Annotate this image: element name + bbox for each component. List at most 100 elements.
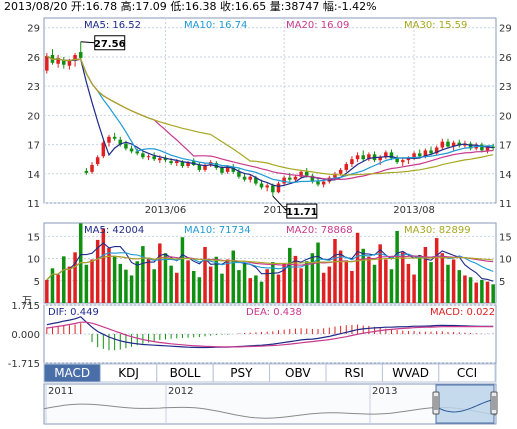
volume-bar (338, 250, 343, 303)
volume-bar (389, 269, 394, 303)
candle-body (417, 153, 422, 157)
volume-bar (242, 263, 247, 303)
price-tick-left: 23 (27, 82, 40, 93)
candle-body (355, 155, 360, 160)
tab-label[interactable]: KDJ (118, 366, 139, 380)
candle-body (344, 164, 349, 170)
candle-body (480, 144, 484, 151)
tab-label[interactable]: MACD (54, 366, 90, 380)
candle-body (163, 158, 168, 161)
overview-year-label: 2011 (48, 386, 73, 397)
price-tick-right: 11 (499, 199, 512, 210)
volume-bar (276, 274, 281, 303)
price-tick-right: 29 (499, 24, 512, 35)
candle-body (118, 139, 123, 145)
volume-bar (90, 259, 94, 303)
candle-body (248, 176, 252, 180)
candle-body (451, 142, 456, 147)
candle-body (152, 156, 156, 160)
candle-body (304, 171, 309, 176)
volume-bar (282, 263, 286, 303)
volume-bar (158, 243, 162, 303)
candle-body (146, 156, 151, 158)
candle-body (321, 181, 326, 185)
price-date-label: 2013/07 (263, 205, 305, 216)
tab-label[interactable]: CCI (457, 366, 477, 380)
candle-body (95, 157, 100, 165)
candle-body (485, 147, 490, 151)
volume-tick-right: 10 (499, 255, 512, 266)
tab-label[interactable]: PSY (230, 366, 253, 380)
candle-body (434, 147, 439, 154)
price-tick-left: 17 (27, 141, 40, 152)
volume-bar (225, 259, 230, 303)
candle-body (423, 150, 428, 157)
candle-body (73, 55, 77, 61)
candle-body (338, 169, 343, 174)
tab-label[interactable]: RSI (344, 366, 364, 380)
volume-bar (259, 281, 264, 303)
volume-bar (446, 264, 450, 303)
price-tick-left: 26 (27, 53, 40, 64)
tab-label[interactable]: OBV (285, 366, 311, 380)
volume-bar (107, 247, 111, 303)
candle-body (389, 152, 394, 159)
volume-bar (186, 260, 190, 303)
candle-body (254, 177, 258, 184)
candle-body (361, 155, 365, 160)
volume-bar (367, 256, 371, 303)
volume-tick-left: 5 (34, 277, 40, 288)
candle-body (293, 176, 298, 180)
candle-body (225, 166, 230, 172)
candle-body (237, 171, 241, 177)
volume-bar (265, 269, 269, 303)
annotation-box (286, 203, 318, 219)
volume-bar (412, 274, 416, 303)
overview-year-label: 2013 (372, 386, 397, 397)
volume-bar (327, 266, 332, 303)
volume-bar (146, 257, 151, 303)
volume-bar (491, 284, 495, 303)
candle-body (242, 176, 247, 180)
volume-bar (474, 282, 478, 303)
candle-body (299, 171, 303, 177)
volume-bar (333, 239, 337, 303)
volume-ma-legend: MA10: 71734 (184, 225, 251, 236)
volume-bar (401, 252, 405, 303)
candle-body (175, 161, 179, 164)
overview-left-handle[interactable] (432, 391, 440, 415)
tab-label[interactable]: BOLL (170, 366, 201, 380)
price-ma-legend: MA20: 16.09 (286, 20, 349, 31)
candle-body (446, 141, 450, 147)
candle-body (62, 59, 66, 65)
candle-body (78, 52, 83, 58)
candle-body (107, 136, 111, 143)
volume-bar (378, 244, 382, 303)
volume-bar (67, 266, 72, 303)
volume-bar (112, 255, 117, 303)
volume-tick-left: 15 (27, 232, 40, 243)
candle-body (203, 165, 207, 170)
price-tick-right: 14 (499, 170, 512, 181)
volume-bar (84, 264, 89, 303)
candle-body (378, 157, 382, 161)
candle-body (186, 162, 190, 166)
price-ma-legend: MA5: 16.52 (84, 20, 141, 31)
candle-body (67, 60, 72, 66)
volume-bar (118, 263, 123, 303)
annotation-label: 27.56 (94, 39, 126, 50)
candle-body (84, 170, 89, 173)
quote-high: 高:17.09 (120, 0, 167, 13)
volume-bar (169, 265, 173, 303)
tab-label[interactable]: WVAD (392, 366, 429, 380)
macd-tick: -1.715 (8, 359, 40, 370)
quote-date: 2013/08/20 (4, 0, 68, 13)
candle-body (259, 183, 264, 188)
volume-bar (129, 275, 134, 303)
volume-bar (361, 248, 365, 303)
quote-volume: 量:38747 (269, 0, 320, 13)
candle-body (406, 158, 411, 161)
candle-body (135, 151, 139, 154)
overview-right-handle[interactable] (490, 391, 498, 415)
